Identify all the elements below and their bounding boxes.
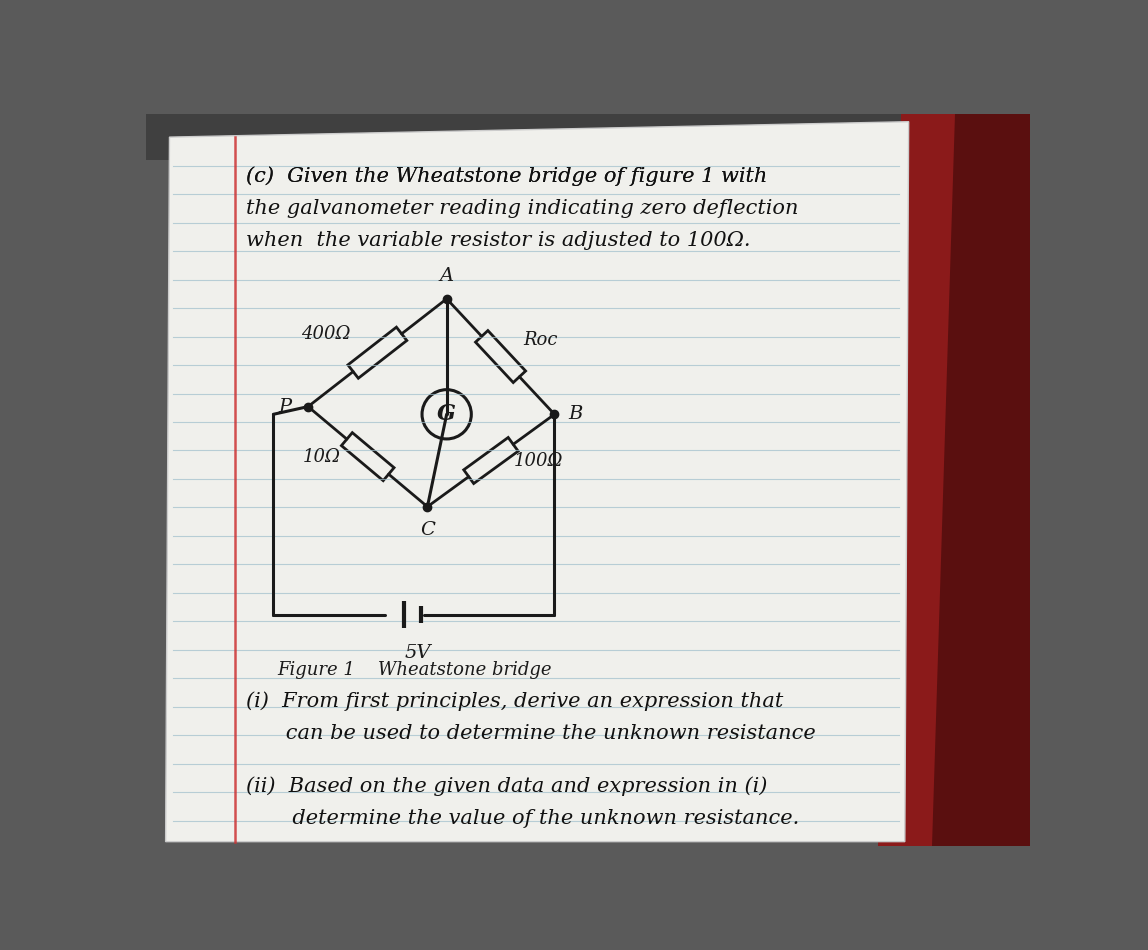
Text: the galvanometer reading indicating zero deflection: the galvanometer reading indicating zero… — [247, 199, 799, 218]
Polygon shape — [165, 122, 909, 842]
Polygon shape — [147, 114, 1031, 161]
Text: when  the variable resistor is adjusted to 100Ω.: when the variable resistor is adjusted t… — [247, 231, 751, 250]
Polygon shape — [341, 432, 394, 481]
Polygon shape — [475, 331, 526, 383]
Text: B: B — [568, 406, 583, 424]
Text: can be used to determine the unknown resistance: can be used to determine the unknown res… — [247, 724, 816, 743]
Text: Figure 1    Wheatstone bridge: Figure 1 Wheatstone bridge — [278, 660, 552, 678]
Circle shape — [422, 390, 472, 439]
Text: (c)  Given the Wheatstone bridge of figure 1 with: (c) Given the Wheatstone bridge of figur… — [247, 166, 768, 186]
Text: Roc: Roc — [523, 331, 558, 349]
Text: 100Ω: 100Ω — [514, 451, 564, 469]
Text: (ii)  Based on the given data and expression in (i): (ii) Based on the given data and express… — [247, 776, 768, 796]
Polygon shape — [348, 327, 406, 378]
Polygon shape — [878, 114, 1031, 846]
Text: determine the value of the unknown resistance.: determine the value of the unknown resis… — [247, 808, 800, 827]
Text: 5V: 5V — [405, 644, 432, 662]
Text: 10Ω: 10Ω — [303, 447, 341, 466]
Text: P: P — [278, 398, 292, 415]
Text: (i)  From first principles, derive an expression that: (i) From first principles, derive an exp… — [247, 692, 784, 712]
Polygon shape — [932, 114, 1031, 846]
Text: C: C — [420, 521, 435, 539]
Text: G: G — [437, 404, 456, 426]
Polygon shape — [464, 438, 518, 484]
Text: A: A — [440, 267, 453, 285]
Text: 400Ω: 400Ω — [301, 326, 350, 344]
Text: (c)  Given the Wheatstone bridge of figure 1 with: (c) Given the Wheatstone bridge of figur… — [247, 166, 768, 186]
